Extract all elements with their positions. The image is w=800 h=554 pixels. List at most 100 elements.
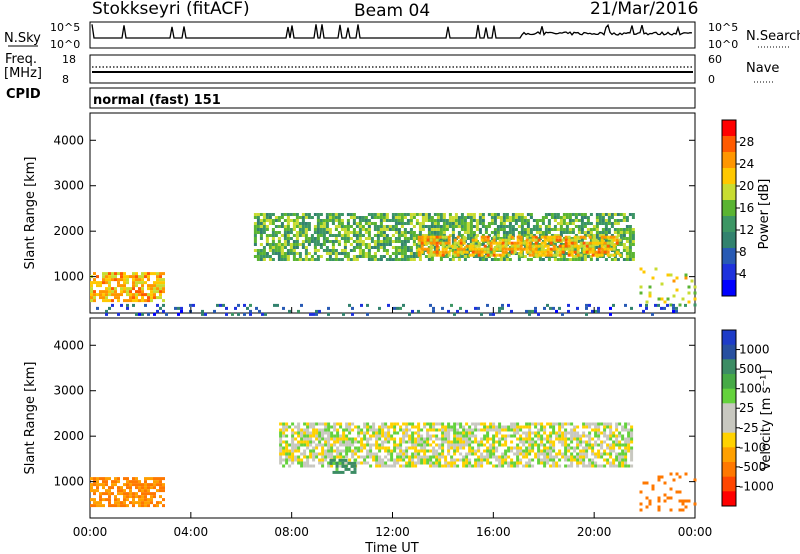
heatmap-cell-power-heat <box>529 237 533 240</box>
heatmap-cell-power-heat <box>651 276 655 280</box>
heatmap-cell-power-heat <box>622 231 626 234</box>
heatmap-cell-power-heat <box>550 213 554 216</box>
heatmap-cell-power-heat <box>579 241 583 245</box>
heatmap-cell-vel-heat <box>375 446 379 450</box>
heatmap-cell-vel-heat <box>459 458 463 462</box>
heatmap-cell-power-heat <box>490 216 494 219</box>
heatmap-cell-power-heat <box>403 255 407 258</box>
heatmap-cell-vel-heat <box>627 422 631 426</box>
heatmap-cell-vel-heat <box>309 449 313 453</box>
heatmap-cell-vel-heat <box>102 483 105 487</box>
heatmap-cell-vel-heat <box>141 504 144 508</box>
heatmap-cell-power-heat <box>562 228 566 231</box>
heatmap-cell-vel-heat <box>285 461 289 465</box>
heatmap-cell-power-heat <box>457 258 461 261</box>
heatmap-cell-power-heat <box>310 240 314 243</box>
heatmap-cell-power-heat <box>334 240 338 243</box>
heatmap-cell-vel-heat <box>486 437 490 441</box>
heatmap-cell-power-heat <box>442 228 446 231</box>
heatmap-cell-power-heat <box>604 213 608 216</box>
heatmap-cell-vel-heat <box>609 425 613 429</box>
heatmap-cell-vel-heat <box>347 461 351 465</box>
heatmap-cell-vel-heat <box>132 504 135 508</box>
heatmap-cell-power-heat <box>442 216 446 219</box>
heatmap-cell-power-heat <box>319 246 323 249</box>
heatmap-cell-vel-heat <box>480 443 484 447</box>
heatmap-cell-vel-heat <box>141 498 144 502</box>
heatmap-cell-vel-heat <box>453 461 457 465</box>
heatmap-cell-power-heat <box>507 253 511 257</box>
heatmap-cell-vel-heat <box>162 483 165 487</box>
heatmap-cell-power-heat <box>349 249 353 252</box>
heatmap-cell-power-heat <box>528 247 532 251</box>
heatmap-cell-vel-heat <box>345 428 349 432</box>
heatmap-cell-power-heat <box>298 255 302 258</box>
heatmap-cell-power-heat <box>622 213 626 216</box>
heatmap-cell-power-heat <box>622 246 626 249</box>
heatmap-cell-power-heat <box>562 255 566 258</box>
heatmap-cell-vel-heat <box>318 431 322 435</box>
heatmap-cell-power-heat <box>388 258 392 261</box>
heatmap-cell-power-heat <box>579 235 583 239</box>
heatmap-cell-power-heat <box>307 228 311 231</box>
heatmap-cell-vel-heat <box>354 449 358 453</box>
heatmap-cell-power-heat <box>589 228 593 231</box>
heatmap-cell-vel-heat <box>573 458 577 462</box>
heatmap-cell-vel-heat <box>321 458 325 462</box>
heatmap-cell-power-heat <box>501 250 505 254</box>
heatmap-cell-vel-heat <box>498 464 502 468</box>
heatmap-cell-power-heat <box>147 284 150 288</box>
heatmap-cell-vel-heat <box>354 440 358 444</box>
heatmap-cell-power-heat <box>138 281 141 285</box>
heatmap-cell-power-heat <box>532 234 536 237</box>
heatmap-cell-power-heat <box>274 216 278 219</box>
heatmap-cell-power-heat <box>162 278 165 282</box>
heatmap-cell-power-heat <box>358 234 362 237</box>
heatmap-cell-power-heat <box>613 231 617 234</box>
heatmap-cell-vel-heat <box>393 422 397 426</box>
heatmap-cell-power-heat <box>528 253 532 257</box>
heatmap-cell-vel-heat <box>288 449 292 453</box>
heatmap-cell-power-heat <box>502 237 506 240</box>
heatmap-cell-power-heat <box>466 228 470 231</box>
heatmap-cell-vel-heat <box>543 437 547 441</box>
heatmap-cell-vel-heat <box>306 425 310 429</box>
heatmap-cell-vel-heat <box>399 425 403 429</box>
heatmap-cell-vel-heat <box>552 461 556 465</box>
heatmap-cell-vel-heat <box>567 422 571 426</box>
heatmap-cell-power-heat <box>538 237 542 240</box>
heatmap-cell-power-heat <box>415 213 419 216</box>
heatmap-cell-power-heat <box>520 213 524 216</box>
heatmap-cell-vel-heat <box>621 458 625 462</box>
heatmap-cell-power-heat <box>307 252 311 255</box>
freq-label-line2: [MHz] <box>4 66 42 81</box>
heatmap-cell-power-heat <box>313 237 317 240</box>
heatmap-cell-power-heat <box>460 237 464 240</box>
heatmap-cell-vel-heat <box>576 443 580 447</box>
heatmap-cell-vel-heat <box>459 446 463 450</box>
heatmap-cell-power-heat <box>450 244 454 248</box>
heatmap-cell-power-heat <box>600 244 604 248</box>
heatmap-cell-power-heat <box>135 296 138 300</box>
heatmap-cell-vel-heat <box>432 428 436 432</box>
heatmap-cell-vel-heat <box>585 449 589 453</box>
heatmap-cell-vel-heat <box>336 431 340 435</box>
heatmap-cell-vel-heat <box>426 455 430 459</box>
heatmap-cell-vel-heat <box>597 431 601 435</box>
heatmap-cell-power-heat <box>615 250 619 254</box>
heatmap-cell-power-heat <box>382 237 386 240</box>
heatmap-cell-power-heat <box>523 246 527 249</box>
heatmap-cell-vel-heat <box>498 455 502 459</box>
heatmap-cell-vel-heat <box>303 440 307 444</box>
heatmap-cell-vel-heat <box>630 431 634 435</box>
heatmap-cell-power-heat <box>307 222 311 225</box>
heatmap-cell-power-heat <box>583 222 587 225</box>
heatmap-cell-power-heat <box>456 253 460 257</box>
heatmap-cell-vel-heat <box>408 440 412 444</box>
velocity-ylabel: Slant Range [km] <box>23 362 38 475</box>
heatmap-cell-power-heat <box>156 275 159 279</box>
heatmap-cell-vel-heat <box>447 437 451 441</box>
heatmap-cell-power-heat <box>126 278 129 282</box>
heatmap-cell-power-heat <box>346 213 350 216</box>
heatmap-cell-vel-heat <box>678 508 682 512</box>
